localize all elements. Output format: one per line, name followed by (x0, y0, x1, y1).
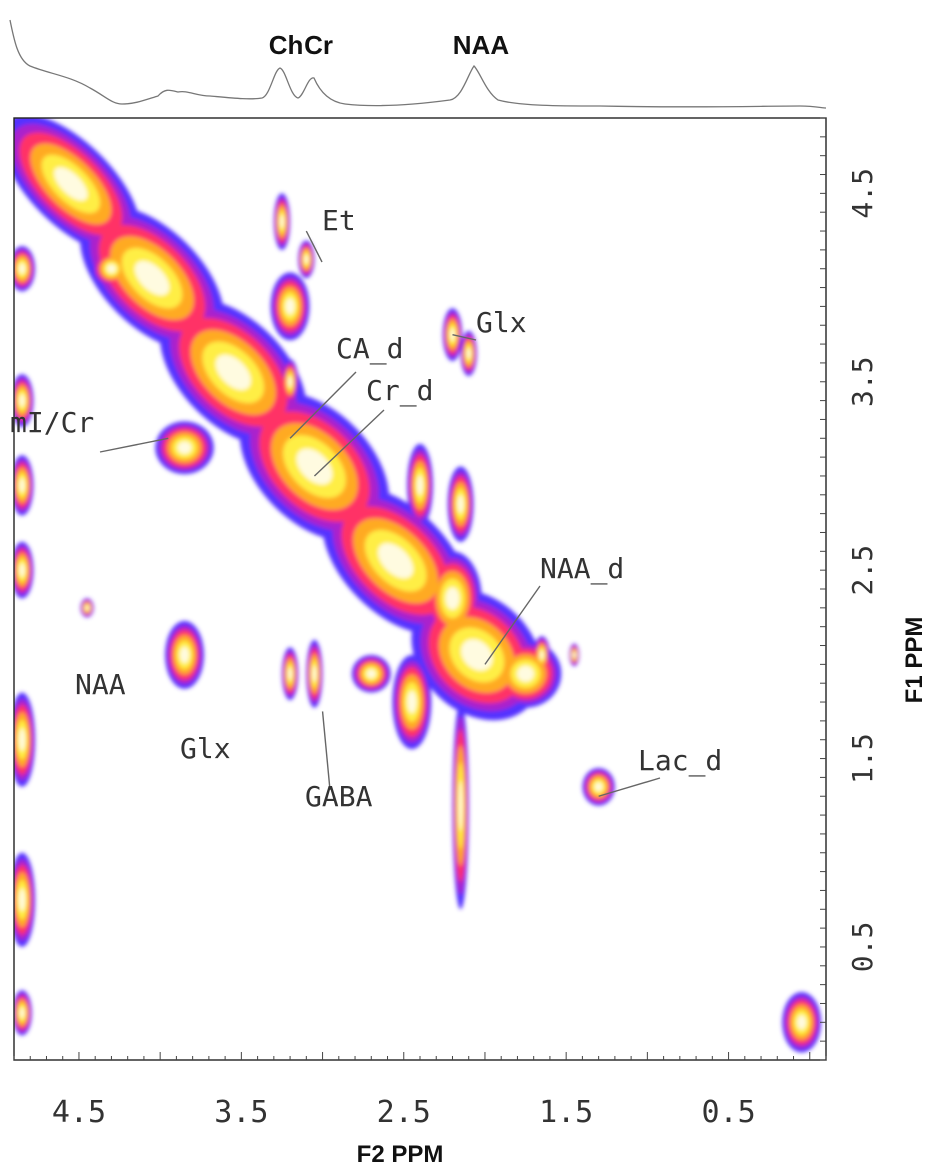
heatmap-blob (516, 665, 535, 682)
x-tick-label: 4.5 (52, 1095, 106, 1130)
y-tick-label: 3.5 (846, 356, 879, 407)
heatmap-blob (457, 495, 464, 514)
x-tick-label: 0.5 (701, 1095, 755, 1130)
annotation-leader-line (313, 409, 385, 477)
heatmap-blob (378, 543, 414, 579)
annotation-leader-line (289, 371, 357, 439)
annotation-leader-line (321, 711, 331, 791)
peak-annotation-label: NAA_d (540, 552, 624, 586)
heatmap-contours (14, 118, 822, 1053)
annotation-leader-line (452, 333, 477, 341)
peak-annotation-label: Et (322, 204, 356, 237)
projection-peak-label: Cr (304, 30, 333, 60)
heatmap-blob (19, 728, 26, 752)
peak-annotation-label: mI/Cr (10, 406, 94, 439)
peak-annotation-label: Glx (476, 306, 527, 339)
heatmap-blob (572, 652, 577, 658)
heatmap-blob (407, 690, 417, 714)
peak-annotation-label: Glx (180, 732, 231, 765)
x-tick-label: 3.5 (214, 1095, 268, 1130)
projection-spectrum-line (9, 19, 827, 109)
annotation-leader-line (598, 777, 661, 797)
heatmap-blob (304, 254, 309, 264)
y-axis-title: F1 PPM (901, 617, 928, 704)
heatmap-blob (458, 780, 463, 831)
heatmap-blob (796, 1015, 807, 1030)
heatmap-blob (54, 167, 88, 201)
heatmap-blob (466, 348, 471, 359)
heatmap-blob (539, 650, 544, 660)
heatmap-blob (445, 587, 460, 610)
heatmap-blob (134, 260, 170, 296)
x-axis-title: F2 PPM (357, 1141, 444, 1168)
projection-peak-label: Ch (269, 30, 304, 60)
peak-annotation-label: CA_d (336, 332, 403, 366)
y-tick-label: 4.5 (846, 168, 879, 219)
projection-peak-label: NAA (453, 30, 510, 60)
heatmap-blob (296, 448, 333, 485)
x-tick-label: 1.5 (539, 1095, 593, 1130)
heatmap-blob (106, 264, 117, 274)
heatmap-blob (19, 394, 25, 407)
heatmap-blob (19, 888, 26, 912)
annotation-leader-line (484, 585, 541, 665)
peak-annotation-label: Cr_d (366, 374, 433, 408)
heatmap-blob (19, 563, 25, 577)
heatmap-blob (416, 475, 424, 496)
heatmap-blob (285, 298, 295, 315)
annotation-leader-line (99, 437, 169, 453)
heatmap-blob (85, 605, 90, 611)
heatmap-blob (177, 441, 192, 455)
annotation-leader-line (305, 230, 323, 263)
heatmap-blob (366, 669, 376, 679)
peak-annotation-label: GABA (305, 780, 373, 813)
heatmap-blob (215, 354, 251, 390)
y-tick-label: 1.5 (846, 733, 879, 784)
heatmap-blob (179, 646, 190, 664)
y-tick-label: 0.5 (846, 922, 879, 973)
heatmap-blob (288, 667, 293, 681)
heatmap-blob (594, 782, 603, 792)
heatmap-blob (19, 1007, 25, 1019)
heatmap-blob (288, 376, 293, 388)
peak-annotation-label: NAA (75, 668, 126, 701)
heatmap-blob (19, 263, 26, 275)
peak-annotation-label: Lac_d (638, 744, 722, 778)
x-tick-label: 2.5 (377, 1095, 431, 1130)
heatmap-blob (19, 478, 25, 493)
heatmap-blob (461, 639, 493, 671)
heatmap-blob (312, 665, 317, 682)
heatmap-blob (279, 214, 284, 229)
y-tick-label: 2.5 (846, 545, 879, 596)
